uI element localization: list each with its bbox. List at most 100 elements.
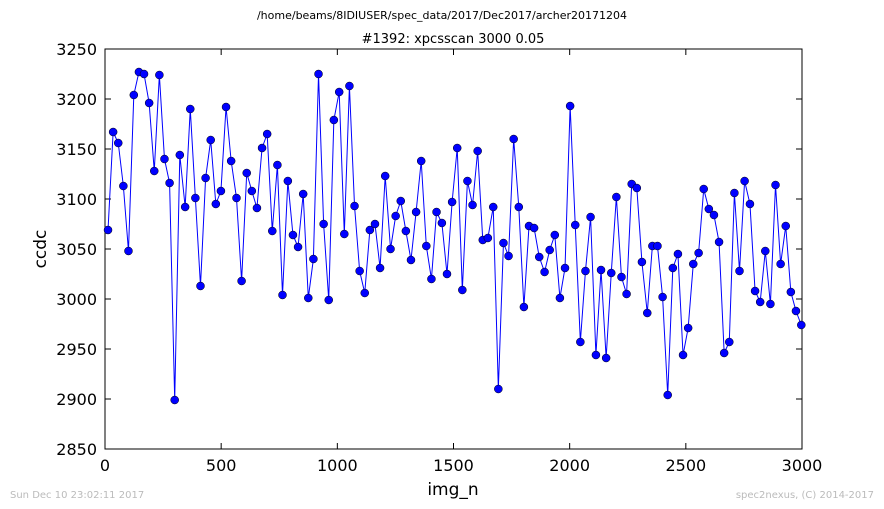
data-point [247, 186, 257, 196]
data-point [755, 297, 765, 307]
x-axis-label: img_n [427, 480, 478, 500]
data-point [355, 266, 364, 276]
data-point [699, 184, 708, 194]
data-point [750, 286, 760, 296]
data-point [350, 201, 359, 211]
data-point [565, 101, 575, 111]
data-point [601, 353, 611, 363]
data-point [345, 81, 354, 91]
data-point [473, 146, 482, 156]
data-point [175, 150, 185, 160]
data-point [673, 249, 683, 259]
data-point [283, 176, 293, 186]
data-point [714, 237, 724, 247]
data-point [427, 274, 436, 284]
data-point [452, 143, 462, 153]
y-tick-label: 3050 [56, 240, 97, 259]
data-point [252, 203, 262, 213]
x-tick-label: 2500 [665, 456, 706, 475]
data-point [160, 154, 169, 164]
data-point [463, 176, 472, 186]
data-point [483, 233, 493, 243]
data-point [570, 220, 580, 230]
data-point [637, 257, 647, 267]
data-point [129, 90, 139, 100]
data-point [776, 259, 785, 269]
data-point [375, 263, 385, 273]
data-point [155, 70, 164, 80]
data-point [113, 138, 123, 148]
data-point [668, 263, 678, 273]
data-point [678, 350, 688, 360]
data-point [401, 226, 411, 236]
data-point [314, 69, 323, 79]
data-point [786, 287, 796, 297]
data-point [499, 238, 508, 248]
data-point [319, 219, 328, 229]
data-point [607, 268, 616, 278]
data-point [791, 306, 801, 316]
y-tick-label: 3200 [56, 90, 97, 109]
x-tick-label: 0 [100, 456, 110, 475]
data-point [298, 189, 308, 199]
data-point [683, 323, 693, 333]
plot-area [103, 67, 806, 405]
y-tick-label: 3250 [56, 40, 97, 59]
data-point [545, 245, 554, 255]
chart-title: #1392: xpcsscan 3000 0.05 [362, 32, 545, 47]
data-point [180, 202, 190, 212]
data-point [309, 254, 318, 264]
data-point [586, 212, 595, 222]
data-point [278, 290, 287, 300]
data-point [797, 320, 806, 330]
data-point [422, 241, 431, 251]
data-point [632, 183, 642, 193]
y-tick-label: 2850 [56, 440, 97, 459]
data-point [488, 202, 498, 212]
data-point [540, 267, 549, 277]
footer-left: Sun Dec 10 23:02:11 2017 [10, 490, 144, 501]
x-tick-label: 3000 [782, 456, 823, 475]
data-point [766, 299, 775, 309]
data-point [411, 207, 421, 217]
x-tick-label: 500 [206, 456, 237, 475]
data-point [519, 302, 529, 312]
y-tick-label: 3100 [56, 190, 97, 209]
data-point [596, 265, 606, 275]
data-point [509, 134, 518, 144]
data-point [730, 188, 739, 198]
data-point [529, 223, 539, 233]
data-point [591, 350, 601, 360]
data-point [719, 348, 729, 358]
data-point [232, 193, 241, 203]
data-point [380, 171, 390, 181]
data-point [745, 199, 755, 209]
data-point [504, 251, 513, 261]
data-point [653, 241, 662, 251]
data-point [622, 289, 631, 299]
data-point [514, 202, 524, 212]
footer-right: spec2nexus, (C) 2014-2017 [736, 490, 874, 501]
data-point [576, 337, 585, 347]
data-point [442, 269, 452, 279]
data-point [447, 197, 457, 207]
data-point [494, 384, 503, 394]
data-point [432, 207, 441, 217]
data-point [329, 115, 339, 125]
data-point [612, 192, 621, 202]
suptitle: /home/beams/8IDIUSER/spec_data/2017/Dec2… [257, 9, 627, 22]
data-point [658, 292, 667, 302]
data-point [108, 127, 118, 137]
data-point [709, 210, 719, 220]
data-point [560, 263, 570, 273]
data-point [735, 266, 744, 276]
data-point [725, 337, 734, 347]
data-point [119, 181, 128, 191]
data-point [365, 225, 375, 235]
data-point [242, 168, 251, 178]
data-point [262, 129, 272, 139]
y-tick-label: 3150 [56, 140, 97, 159]
data-point [324, 295, 333, 305]
data-point [293, 242, 303, 252]
